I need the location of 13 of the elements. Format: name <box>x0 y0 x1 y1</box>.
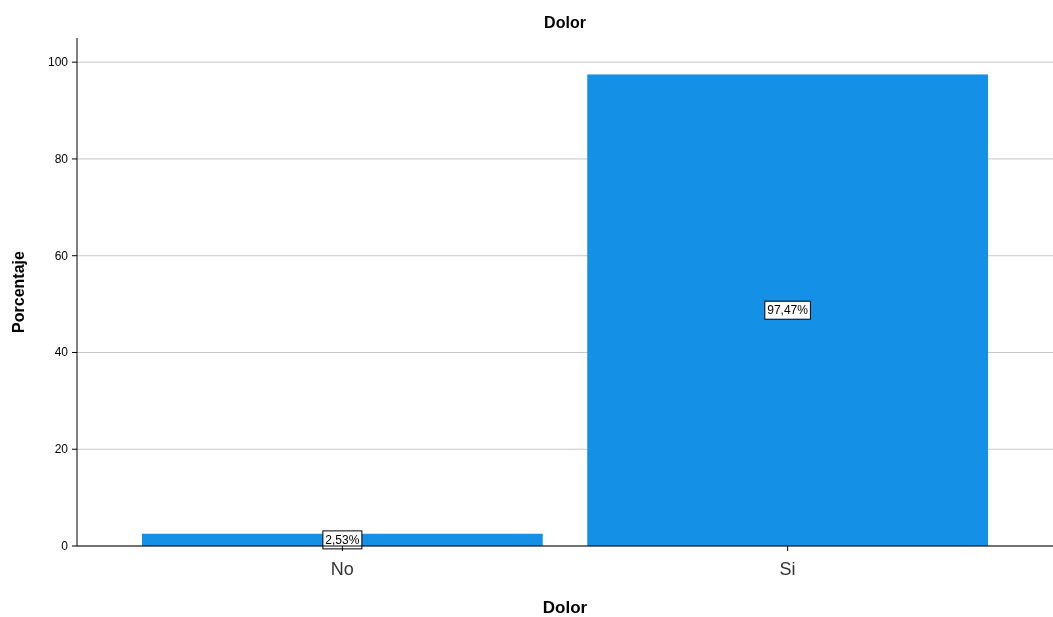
x-axis-title: Dolor <box>542 598 588 617</box>
x-tick-label: No <box>330 559 354 579</box>
chart-title: Dolor <box>544 14 586 31</box>
y-tick-label: 40 <box>54 345 69 360</box>
x-tick-label: Si <box>779 559 796 579</box>
y-tick-label: 100 <box>47 55 69 70</box>
y-tick-label: 20 <box>54 442 69 457</box>
y-tick-label: 60 <box>54 248 69 263</box>
y-tick-label: 80 <box>54 151 69 166</box>
data-label: 97,47% <box>767 303 809 318</box>
y-tick-label: 0 <box>61 539 69 553</box>
data-label: 2,53% <box>325 532 360 547</box>
y-axis-title: Porcentaje <box>10 250 27 333</box>
